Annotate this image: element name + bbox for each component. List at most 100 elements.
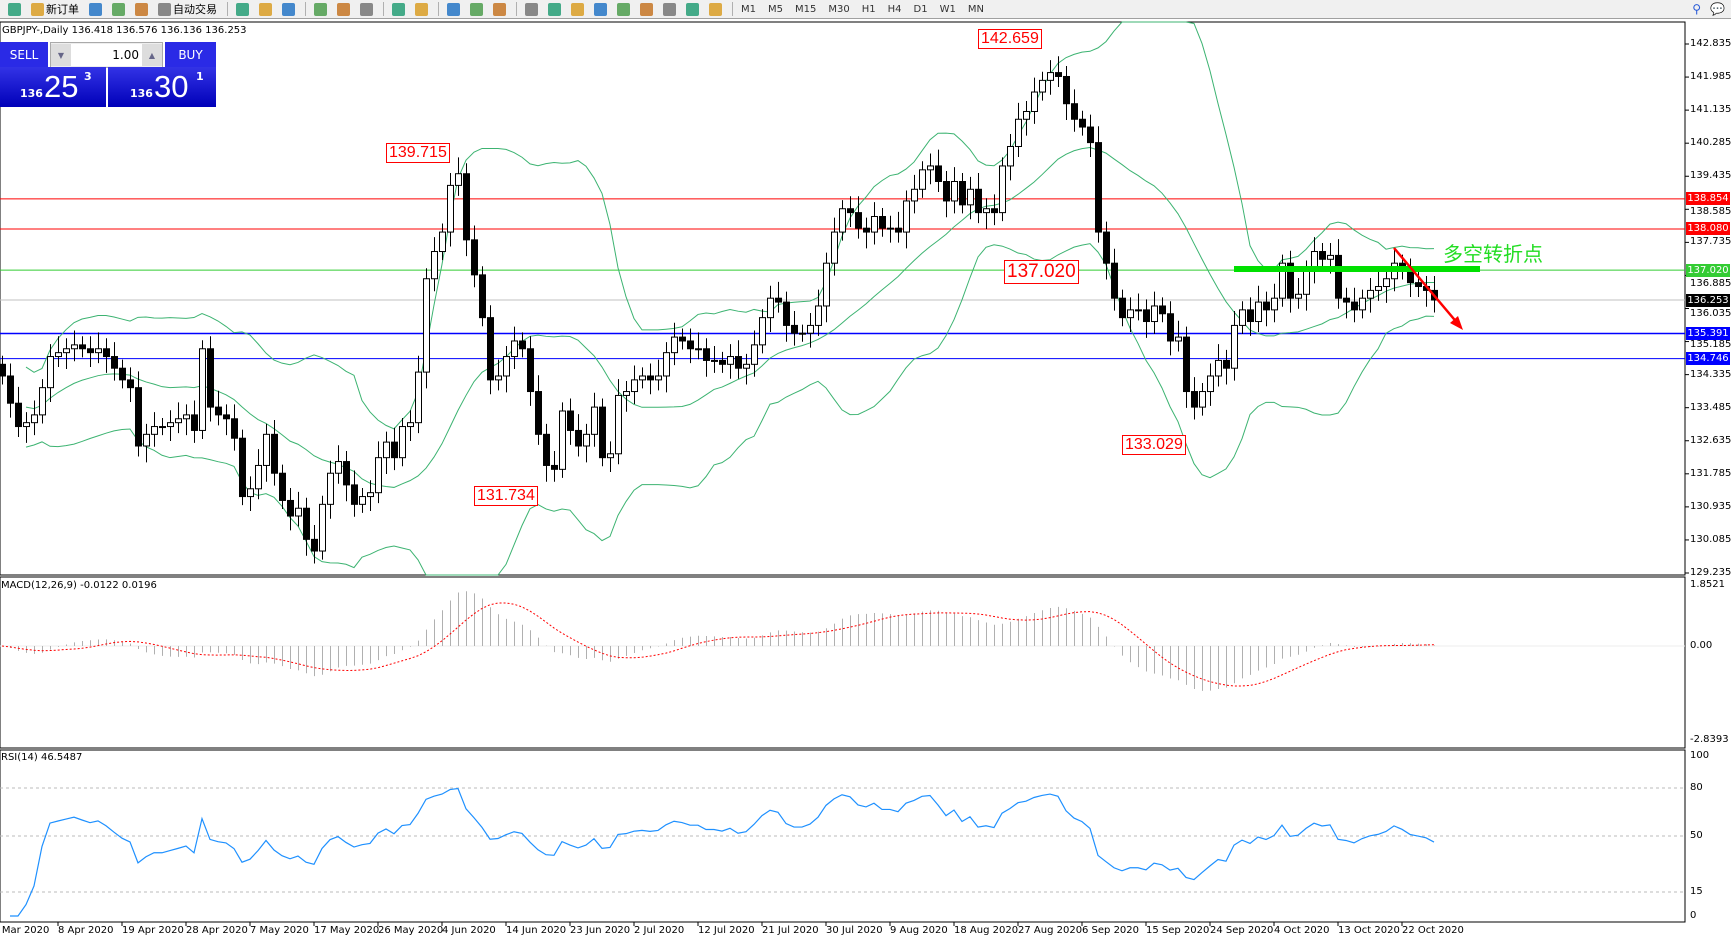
candle-body [1055,72,1062,77]
candle-body [1207,375,1214,393]
timeframe-m15[interactable]: M15 [795,3,817,15]
lot-increase-icon[interactable]: ▲ [142,44,162,66]
indicators-icon[interactable] [447,1,460,17]
candle-body [663,352,670,377]
buy-button[interactable]: BUY [165,42,216,68]
bar-chart-icon[interactable] [236,1,249,17]
candle-body [1015,118,1022,147]
vertical-line-icon[interactable] [571,1,584,17]
sell-button[interactable]: SELL [0,42,48,68]
candle-body [79,344,86,350]
timeframe-d1[interactable]: D1 [913,3,928,15]
date-label: 4 Oct 2020 [1274,925,1330,936]
price-annotation: 139.715 [386,143,450,164]
candle-body [391,441,398,459]
line-chart-icon[interactable] [282,1,295,17]
timeframe-h4[interactable]: H4 [887,3,902,15]
timeframe-m5[interactable]: M5 [768,3,783,15]
date-label: 30 Mar 2020 [0,925,50,936]
candle-body [671,336,678,354]
macd-pane-frame [0,576,1686,749]
periods-icon[interactable] [470,1,483,17]
candle-body [423,278,430,373]
rsi-line [10,787,1435,917]
zoom-in-icon[interactable] [314,1,327,17]
candle-body [111,356,118,369]
candle-body [1191,391,1198,408]
price-annotation: 133.029 [1122,435,1186,456]
timeframe-mn[interactable]: MN [967,3,984,15]
label-icon[interactable] [686,1,699,17]
price-line-label: 136.253 [1686,293,1730,307]
candle-body [1087,126,1094,144]
timeframe-m30[interactable]: M30 [828,3,850,15]
date-label: 7 May 2020 [250,925,309,936]
ask-price[interactable]: 136 30 1 [108,67,216,107]
candle-body [1271,297,1278,311]
candle-body [591,406,598,435]
candle-body [791,324,798,334]
auto-trading-icon[interactable]: 自动交易 [158,1,217,17]
toolbar-separator [732,2,733,16]
cursor-icon[interactable] [525,1,538,17]
chat-icon[interactable]: 💬 [1710,2,1725,16]
templates-icon[interactable] [493,1,506,17]
candle-body [1287,262,1294,299]
search-icon[interactable]: ⚲ [1692,2,1701,16]
chart-shift-icon[interactable] [415,1,428,17]
price-annotation: 142.659 [978,28,1042,49]
autoscroll-icon[interactable] [392,1,405,17]
candle-body [47,356,54,389]
candle-body [1367,289,1374,299]
candle-body [743,363,750,369]
candle-body [303,507,310,540]
candle-body [1319,251,1326,260]
timeframe-h1[interactable]: H1 [861,3,876,15]
signals-icon[interactable] [135,1,148,17]
chart-properties-icon[interactable] [8,1,21,17]
arrows-icon[interactable] [709,1,722,17]
candle-body [1135,309,1142,312]
candle-body [1175,336,1182,342]
candle-body [607,453,614,459]
candle-body [647,375,654,381]
candle-body [127,379,134,389]
date-label: 19 Apr 2020 [122,925,184,936]
text-icon[interactable] [663,1,676,17]
candle-body [1023,110,1030,120]
candle-body [991,208,998,214]
candle-chart-icon[interactable] [259,1,272,17]
timeframe-w1[interactable]: W1 [939,3,956,15]
price-tick-label: 142.835 [1690,38,1731,49]
metaeditor-icon[interactable] [89,1,102,17]
candle-body [847,208,854,214]
trendline-icon-glyph [617,2,630,16]
bid-price[interactable]: 136 25 3 [0,67,106,107]
macd-axis-min: -2.8393 [1690,734,1729,745]
fibonacci-icon[interactable] [640,1,653,17]
market-watch-icon[interactable] [112,1,125,17]
trendline-icon[interactable] [617,1,630,17]
text-icon-glyph [663,2,676,16]
horizontal-line-icon[interactable] [594,1,607,17]
candle-body [1103,231,1110,264]
new-order-icon[interactable]: 新订单 [31,1,79,17]
lot-decrease-icon[interactable]: ▼ [51,44,71,66]
chart-shift-icon-glyph [415,2,428,16]
lot-size-stepper[interactable]: ▼ 1.00 ▲ [50,42,163,68]
crosshair-icon[interactable] [548,1,561,17]
candle-body [831,231,838,264]
tile-windows-icon[interactable] [360,1,373,17]
timeframe-m1[interactable]: M1 [741,3,756,15]
candle-body [503,356,510,377]
bid-big: 25 [44,69,79,104]
candle-chart-icon-glyph [259,2,272,16]
lot-size-input[interactable]: 1.00 [71,44,142,66]
candle-body [151,426,158,435]
zoom-out-icon[interactable] [337,1,350,17]
candle-body [367,492,374,498]
rsi-axis-label: 15 [1690,886,1703,897]
candle-body [983,208,990,214]
arrows-icon-glyph [709,2,722,16]
